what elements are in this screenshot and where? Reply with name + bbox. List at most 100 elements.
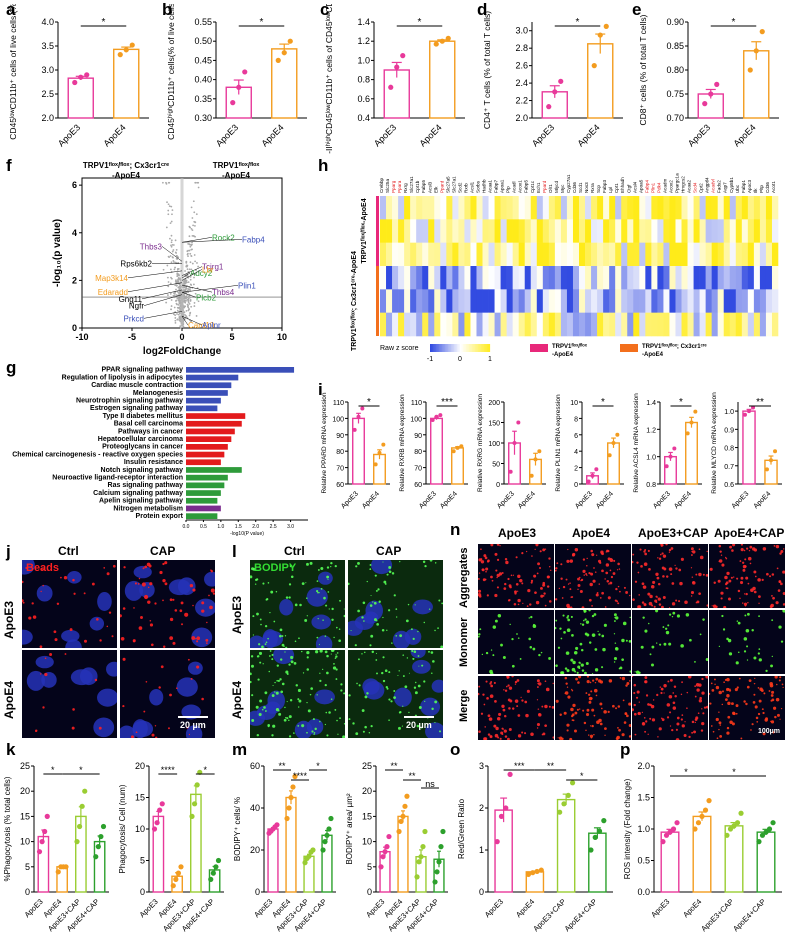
fluor-dot <box>727 701 731 706</box>
heatmap-cell <box>669 289 676 313</box>
fluor-dot <box>307 709 311 713</box>
nucleus <box>431 679 443 693</box>
fluor-dot <box>316 589 319 593</box>
fluor-dot <box>362 730 365 733</box>
heatmap-cell <box>536 219 544 243</box>
volcano-point <box>183 281 186 283</box>
bar-1 <box>587 43 614 119</box>
fluor-dot <box>335 678 338 680</box>
fluor-dot <box>632 553 635 556</box>
heatmap-gene-label: Fabp4 <box>644 180 649 193</box>
fluor-dot <box>656 596 658 598</box>
chart-k-percent: 0 5 10 15 20 25 %Phagocytosis (% total cells) A… <box>0 748 115 940</box>
chart-e: 0.70 0.75 0.80 0.85 0.90 CD8⁺ cells (% of tot… <box>630 4 785 154</box>
data-point <box>764 467 769 472</box>
fluor-dot <box>657 557 659 559</box>
fluor-dot <box>756 720 759 723</box>
x-tick-label: -10 <box>75 332 88 342</box>
fluor-dot <box>758 648 761 651</box>
heatmap-cell <box>458 289 465 313</box>
x-tick-label: 2.5 <box>270 524 277 530</box>
gene-label: Edaradd <box>98 288 128 297</box>
volcano-point <box>175 279 177 282</box>
fluor-dot <box>605 571 609 575</box>
y-tick-label: 0.0 <box>637 887 650 897</box>
fluor-dot <box>584 618 587 621</box>
heatmap-cell <box>735 312 743 337</box>
fluor-dot <box>196 640 199 643</box>
heatmap-cell <box>639 266 646 290</box>
fluor-dot <box>639 548 642 551</box>
x-tick-label: ApoE3 <box>652 490 672 510</box>
fluor-dot <box>348 694 351 697</box>
fluor-dot <box>175 687 178 690</box>
fluor-dot <box>663 684 667 688</box>
data-point <box>42 828 48 835</box>
heatmap-cell <box>482 289 489 313</box>
heatmap-cell <box>657 196 664 220</box>
pathway-label: Cardiac muscle contraction <box>91 382 183 389</box>
x-tick-label: ApoE4 <box>417 122 443 148</box>
heatmap-cell <box>627 289 634 313</box>
fluor-dot <box>675 599 678 602</box>
fluor-dot <box>621 733 625 737</box>
fluor-dot <box>606 579 610 583</box>
y-tick-label: 25 <box>362 761 372 771</box>
fluor-dot <box>692 581 696 585</box>
fluor-dot <box>481 653 484 656</box>
fluor-dot <box>589 641 592 644</box>
fluor-dot <box>112 564 116 568</box>
mn11-svg <box>555 610 631 674</box>
fluor-dot <box>617 602 620 605</box>
volcano-title-left: TRPV1ᶠˡᵒˣ/ᶠˡᵒˣ; Cx3cr1ᶜʳᵉ <box>83 161 169 170</box>
fluor-dot <box>726 726 730 730</box>
heatmap-gene-label: Acox2 <box>668 180 673 193</box>
fluor-dot <box>771 698 775 702</box>
fluor-dot <box>319 720 321 723</box>
heatmap-cell <box>639 312 646 337</box>
legend-g2: TRPV1ᶠˡᵒˣ/ᶠˡᵒˣ; Cx3cr1ᶜʳᵉ <box>642 343 707 350</box>
x-tick-label: ApoE3 <box>56 122 82 148</box>
fluor-dot <box>169 598 173 602</box>
y-axis-label: Relative RXRB mRNA expression <box>399 394 406 492</box>
heatmap-cell <box>687 289 694 313</box>
fluor-dot <box>633 683 637 687</box>
heatmap-gene-label: Plp <box>506 186 511 193</box>
heatmap-cell <box>639 289 646 313</box>
heatmap-cell <box>536 289 544 313</box>
fluor-dot <box>701 721 705 726</box>
fluor-dot <box>601 666 604 669</box>
volcano-point <box>188 314 191 317</box>
bar-1 <box>271 48 298 119</box>
volcano-point <box>167 209 170 212</box>
data-point <box>699 813 705 819</box>
nucleus <box>420 697 441 716</box>
fluor-dot <box>293 732 295 734</box>
heatmap-cell <box>621 289 628 313</box>
fluor-dot <box>555 699 559 703</box>
x-tick-label: ApoE4 <box>517 490 537 510</box>
fluor-dot <box>388 570 392 574</box>
fluor-dot <box>566 669 570 673</box>
fluor-dot <box>705 705 708 709</box>
volcano-point <box>170 261 173 264</box>
fluor-dot <box>570 707 574 712</box>
fluor-dot <box>99 639 102 642</box>
fluor-dot <box>540 651 543 654</box>
heatmap-cell <box>687 266 694 290</box>
fluor-dot <box>271 658 274 661</box>
fluor-dot <box>369 604 373 607</box>
heatmap-cell <box>735 289 743 313</box>
legend-swatch <box>433 344 435 352</box>
heatmap-cell <box>681 242 688 267</box>
fluor-dot <box>494 619 498 623</box>
micro-n-col-3: ApoE4+CAP <box>714 526 785 540</box>
fluor-dot <box>697 712 700 715</box>
heatmap-cell <box>645 266 652 290</box>
heatmap-cell <box>416 242 423 267</box>
fluor-dot <box>660 691 663 695</box>
fluor-dot <box>744 614 747 617</box>
heatmap-cell <box>542 196 550 220</box>
data-point <box>310 847 316 853</box>
